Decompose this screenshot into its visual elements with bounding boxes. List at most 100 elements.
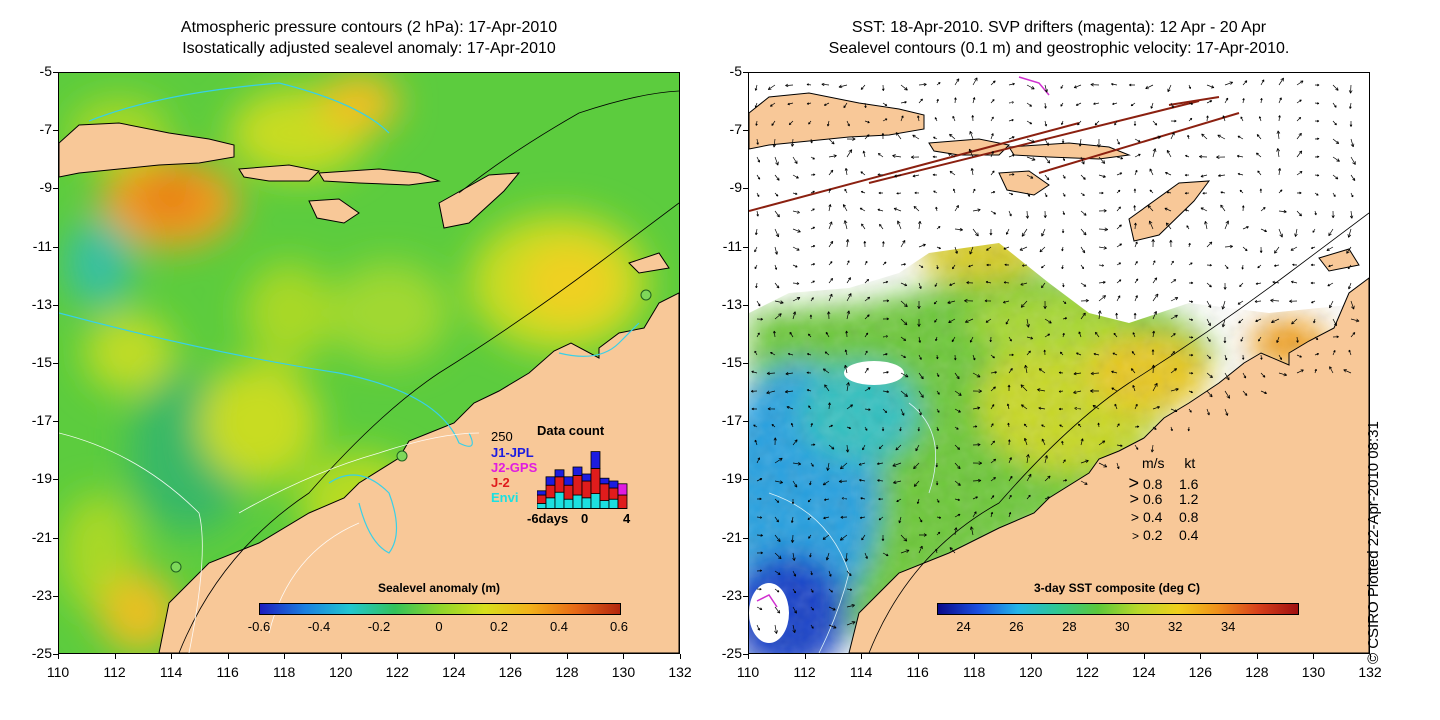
velocity-vector: [1217, 134, 1226, 140]
velocity-vector: [756, 332, 760, 338]
velocity-vector: [989, 336, 992, 343]
velocity-vector: [828, 221, 833, 230]
sst-colorbar-ticks: 24 26 28 30 32 34: [937, 619, 1297, 635]
velocity-vector: [1260, 79, 1265, 86]
x-tick-mark: [804, 654, 806, 659]
velocity-vector: [1021, 228, 1028, 237]
velocity-vector: [788, 120, 794, 126]
velocity-vector: [936, 264, 939, 270]
velocity-vector: [1058, 390, 1064, 393]
velocity-vector: [1258, 116, 1262, 122]
velocity-vector: [1041, 438, 1046, 446]
velocity-vector: [1224, 97, 1229, 104]
velocity-vector: [1188, 262, 1193, 266]
y-tick-mark: [53, 654, 58, 655]
colorbar-tick-label: 24: [956, 619, 971, 634]
velocity-vector: [846, 570, 852, 577]
velocity-vector: [949, 170, 956, 176]
velocity-vector: [900, 318, 908, 326]
velocity-vector: [969, 526, 974, 536]
y-tick-label: -25: [31, 645, 52, 661]
velocity-vector: [972, 77, 978, 86]
velocity-vector: [808, 405, 812, 410]
velocity-vector: [1024, 364, 1028, 374]
velocity-vector: [1201, 133, 1208, 140]
velocity-arrow-icon: >: [1128, 473, 1139, 493]
velocity-vector: [846, 404, 854, 410]
velocity-vector: [1080, 480, 1088, 485]
x-tick-mark: [861, 654, 863, 659]
velocity-vector: [954, 354, 957, 361]
velocity-vector: [1220, 191, 1226, 194]
velocity-vector: [1278, 354, 1282, 360]
velocity-vector: [1276, 130, 1281, 140]
velocity-vector: [1111, 387, 1118, 392]
velocity-vector: [1008, 367, 1013, 374]
velocity-vector: [1224, 372, 1230, 381]
velocity-vector: [913, 480, 920, 487]
velocity-vector: [933, 190, 938, 194]
y-tick-mark: [53, 304, 58, 306]
velocity-vector: [809, 552, 812, 558]
pressure-contours: [59, 82, 640, 554]
velocity-vector: [1020, 404, 1028, 410]
velocity-vector: [1114, 120, 1118, 126]
velocity-vector: [877, 208, 884, 212]
velocity-vector: [952, 264, 956, 270]
velocity-vector: [1038, 368, 1046, 374]
velocity-vector: [1241, 354, 1245, 360]
velocity-vector: [1242, 80, 1248, 86]
colorbar-tick-label: 30: [1115, 619, 1130, 634]
velocity-vector: [1256, 134, 1262, 140]
velocity-vector: [1080, 228, 1087, 236]
velocity-vector: [1116, 444, 1123, 447]
velocity-vector: [1294, 228, 1298, 237]
velocity-vector: [846, 588, 853, 591]
velocity-vector: [1343, 369, 1352, 374]
histogram-bar: [590, 467, 601, 495]
velocity-vector: [1349, 210, 1354, 219]
velocity-vector: [756, 516, 763, 519]
colorbar-tick-label: 34: [1220, 619, 1236, 634]
y-tick-mark: [53, 363, 58, 364]
histogram-bar: [608, 498, 619, 509]
velocity-vector: [809, 314, 813, 320]
velocity-vector: [1044, 156, 1051, 164]
velocity-vector: [1080, 210, 1087, 216]
velocity-vector: [860, 171, 866, 176]
y-tick-mark: [743, 537, 748, 539]
velocity-vector: [1058, 371, 1064, 374]
velocity-vector: [754, 350, 758, 356]
velocity-vector: [859, 207, 866, 212]
y-tick-mark: [743, 595, 748, 597]
velocity-vector: [792, 480, 798, 488]
velocity-vector: [1202, 192, 1208, 195]
velocity-vector: [1110, 82, 1118, 86]
velocity-vector: [756, 317, 763, 321]
velocity-vector: [858, 478, 866, 482]
sealevel-anomaly-map: 250 Data count J1-JPL J2-GPS J-2 Envi -6day…: [58, 72, 680, 654]
velocity-vector: [807, 516, 812, 520]
velocity-vector: [1170, 387, 1179, 392]
velocity-vector: [1150, 444, 1154, 453]
velocity-vector: [828, 624, 837, 629]
velocity-vector: [1148, 220, 1154, 230]
velocity-vector: [918, 264, 924, 268]
velocity-vector: [954, 78, 960, 86]
velocity-vector: [990, 371, 998, 374]
velocity-vector: [1347, 264, 1352, 270]
velocity-vector: [1239, 282, 1244, 288]
velocity-vector: [846, 277, 851, 284]
velocity-vector: [822, 534, 830, 540]
velocity-vector: [809, 480, 812, 486]
histogram-bar: [581, 497, 592, 509]
velocity-vector: [860, 497, 866, 500]
velocity-vector: [1008, 101, 1014, 104]
velocity-vector: [1206, 84, 1215, 89]
velocity-vector: [1111, 370, 1118, 374]
velocity-vector: [864, 387, 871, 392]
velocity-vector: [1041, 282, 1046, 289]
velocity-vector: [846, 149, 853, 158]
velocity-vector: [985, 318, 992, 323]
velocity-vector: [990, 495, 995, 500]
